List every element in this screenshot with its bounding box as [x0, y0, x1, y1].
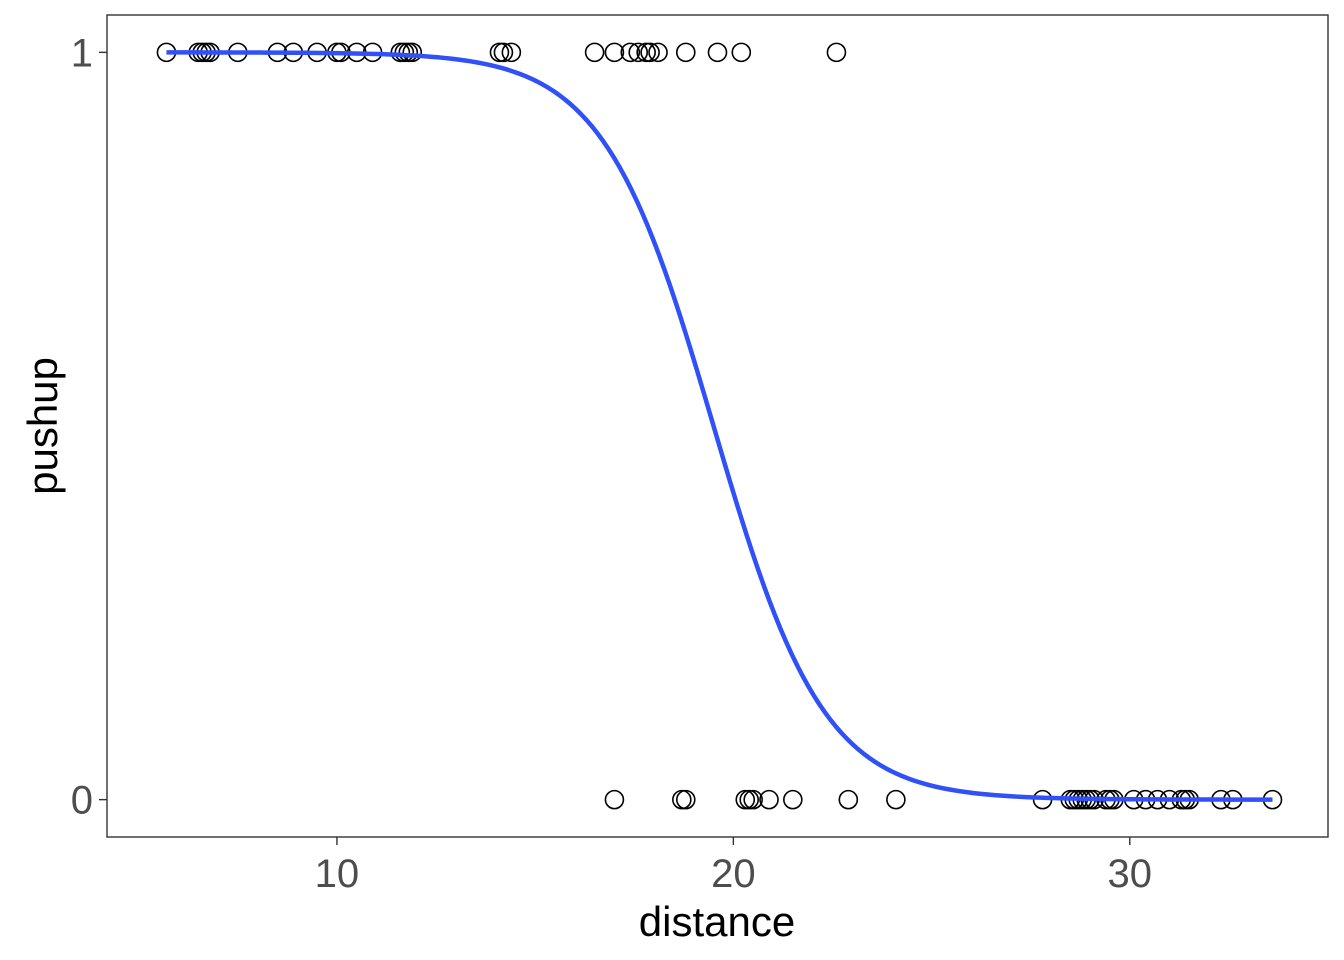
- data-point: [838, 789, 859, 810]
- y-axis: 01: [71, 31, 107, 823]
- y-axis-title: pushup: [19, 357, 66, 495]
- data-point: [628, 42, 649, 63]
- data-point: [636, 42, 656, 63]
- data-point: [493, 42, 514, 63]
- logistic-fit-curve: [166, 50, 1273, 802]
- data-point: [620, 42, 641, 63]
- data-point: [672, 789, 692, 810]
- x-tick-label: 30: [1108, 852, 1153, 896]
- data-point: [640, 42, 660, 63]
- data-point: [707, 42, 728, 63]
- data-point: [783, 789, 803, 810]
- data-point: [743, 789, 763, 810]
- data-point: [398, 42, 419, 63]
- data-point: [731, 42, 752, 63]
- data-point: [489, 42, 510, 63]
- x-tick-label: 10: [315, 852, 360, 896]
- data-point: [394, 42, 415, 63]
- data-point: [735, 789, 756, 810]
- data-point: [604, 789, 625, 810]
- x-axis-title: distance: [639, 898, 795, 945]
- data-point: [826, 42, 847, 63]
- data-point: [648, 42, 668, 63]
- y-tick-label: 1: [71, 31, 93, 75]
- data-point: [675, 42, 696, 63]
- x-axis: 10 20 30: [315, 837, 1152, 896]
- data-point: [739, 789, 760, 810]
- y-tick-label: 0: [71, 779, 93, 823]
- data-point: [402, 42, 423, 63]
- fit-curve-layer: [166, 50, 1273, 802]
- data-point: [759, 789, 779, 810]
- x-tick-label: 20: [711, 852, 756, 896]
- data-point: [886, 789, 906, 810]
- data-point: [584, 42, 605, 63]
- plot-panel: [106, 14, 1329, 838]
- data-point: [604, 42, 625, 63]
- data-point: [675, 789, 696, 810]
- data-point: [501, 42, 522, 63]
